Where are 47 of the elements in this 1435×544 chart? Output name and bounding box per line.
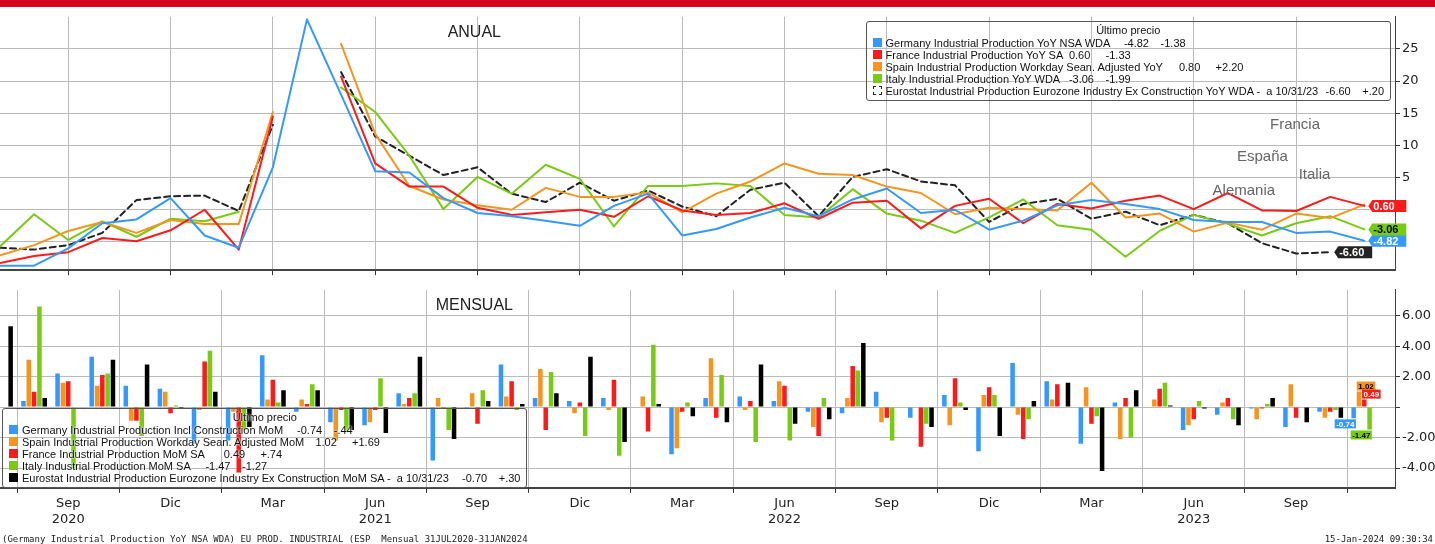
chart-title: MENSUAL: [435, 296, 514, 314]
data-label: 0.49: [1363, 389, 1380, 399]
x-tick-label: Mar: [669, 494, 696, 510]
x-tick-label: Sep: [1283, 494, 1309, 510]
data-label: -4.82: [1373, 234, 1399, 247]
y-tick-label: -2.00: [1402, 428, 1435, 444]
chart-title: ANUAL: [447, 23, 502, 41]
legend-title: Último precio: [1095, 23, 1162, 36]
y-tick-label: 6.00: [1402, 307, 1431, 323]
data-label: -0.74: [1336, 419, 1355, 429]
x-tick-label: Mar: [1079, 494, 1105, 510]
y-tick-label: 25: [1402, 40, 1419, 56]
x-tick-label: Jun 2023: [1177, 494, 1211, 526]
annotation: Italia: [1298, 164, 1331, 182]
x-tick-label: Mar: [260, 494, 286, 510]
x-tick-label: Jun 2021: [358, 494, 392, 526]
y-tick-label: 4.00: [1402, 337, 1431, 353]
x-tick-label: Dic: [569, 494, 591, 510]
data-label: 1.02: [1358, 381, 1375, 391]
legend-label: France Industrial Production YoY SA 0.60 -1.33: [885, 48, 1132, 61]
x-tick-label: Dic: [978, 494, 1000, 510]
data-label: 0.60: [1373, 199, 1395, 212]
y-tick-label: -4.00: [1402, 459, 1435, 475]
y-tick-label: 2.00: [1402, 367, 1431, 383]
text: 15-Jan-2024 09:30:34: [1324, 534, 1433, 544]
x-tick-label: Jun 2022: [767, 494, 802, 526]
legend-label: Italy Industrial Production YoY WDA -3.06 -1.99: [885, 72, 1131, 85]
annotation: Alemania: [1212, 180, 1276, 198]
data-label: -6.60: [1339, 246, 1365, 259]
legend-label: Eurostat Industrial Production Eurozone Industry Ex Construction MoM SA - a 10/31/23 -0.70 +.30: [22, 471, 521, 484]
annotation: España: [1236, 146, 1288, 164]
x-tick-label: Dic: [160, 494, 181, 510]
data-label: -1.47: [1352, 430, 1371, 440]
y-tick-label: 10: [1402, 136, 1419, 152]
text: (Germany Industrial Production YoY NSA WDA) EU PROD. INDUSTRIAL (ESP Mensual 31JUL2020-31JAN2024: [2, 534, 528, 544]
x-tick-label: Sep: [874, 494, 900, 510]
legend-label: Italy Industrial Production MoM SA -1.47 -1.27: [22, 459, 269, 472]
y-tick-label: 15: [1402, 104, 1419, 120]
y-tick-label: 5: [1402, 168, 1411, 184]
legend-label: Eurostat Industrial Production Eurozone Industry Ex Construction YoY WDA - a 10/31/23 -6.60 +.20: [885, 84, 1384, 97]
legend-label: Spain Industrial Production Workday Sean. Adjusted YoY 0.80 +2.20: [885, 60, 1245, 73]
annotation: Francia: [1269, 115, 1320, 133]
x-tick-label: Sep 2020: [51, 494, 85, 526]
y-tick-label: 20: [1402, 72, 1419, 88]
data-label: -3.06: [1373, 223, 1399, 236]
legend-label: Germany Industrial Production YoY NSA WDA -4.82 -1.38: [885, 36, 1187, 49]
x-tick-label: Sep: [465, 494, 490, 510]
